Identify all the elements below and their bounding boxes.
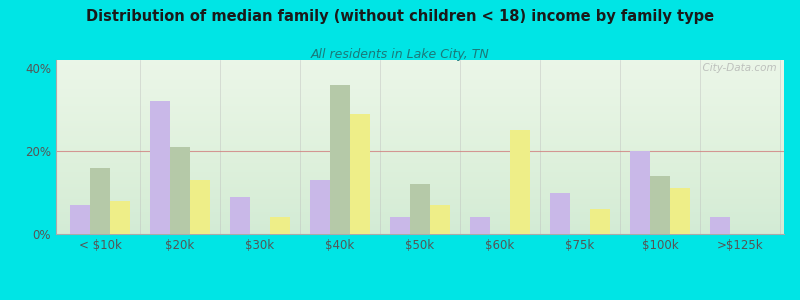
Bar — [110, 201, 130, 234]
Bar — [470, 218, 490, 234]
Bar — [710, 218, 730, 234]
Bar — [310, 180, 330, 234]
Bar — [510, 130, 530, 234]
Bar — [550, 193, 570, 234]
Text: City-Data.com: City-Data.com — [696, 64, 777, 74]
Bar — [330, 85, 350, 234]
Bar — [270, 218, 290, 234]
Bar — [170, 147, 190, 234]
Bar — [350, 114, 370, 234]
Bar — [430, 205, 450, 234]
Bar — [390, 218, 410, 234]
Legend: Married couple, Male, no wife, Female, no husband: Married couple, Male, no wife, Female, n… — [221, 298, 619, 300]
Bar — [190, 180, 210, 234]
Bar — [670, 188, 690, 234]
Bar — [70, 205, 90, 234]
Bar — [630, 151, 650, 234]
Bar — [230, 197, 250, 234]
Bar — [90, 168, 110, 234]
Bar — [150, 101, 170, 234]
Bar — [650, 176, 670, 234]
Text: Distribution of median family (without children < 18) income by family type: Distribution of median family (without c… — [86, 9, 714, 24]
Text: All residents in Lake City, TN: All residents in Lake City, TN — [310, 48, 490, 61]
Bar — [410, 184, 430, 234]
Bar — [590, 209, 610, 234]
